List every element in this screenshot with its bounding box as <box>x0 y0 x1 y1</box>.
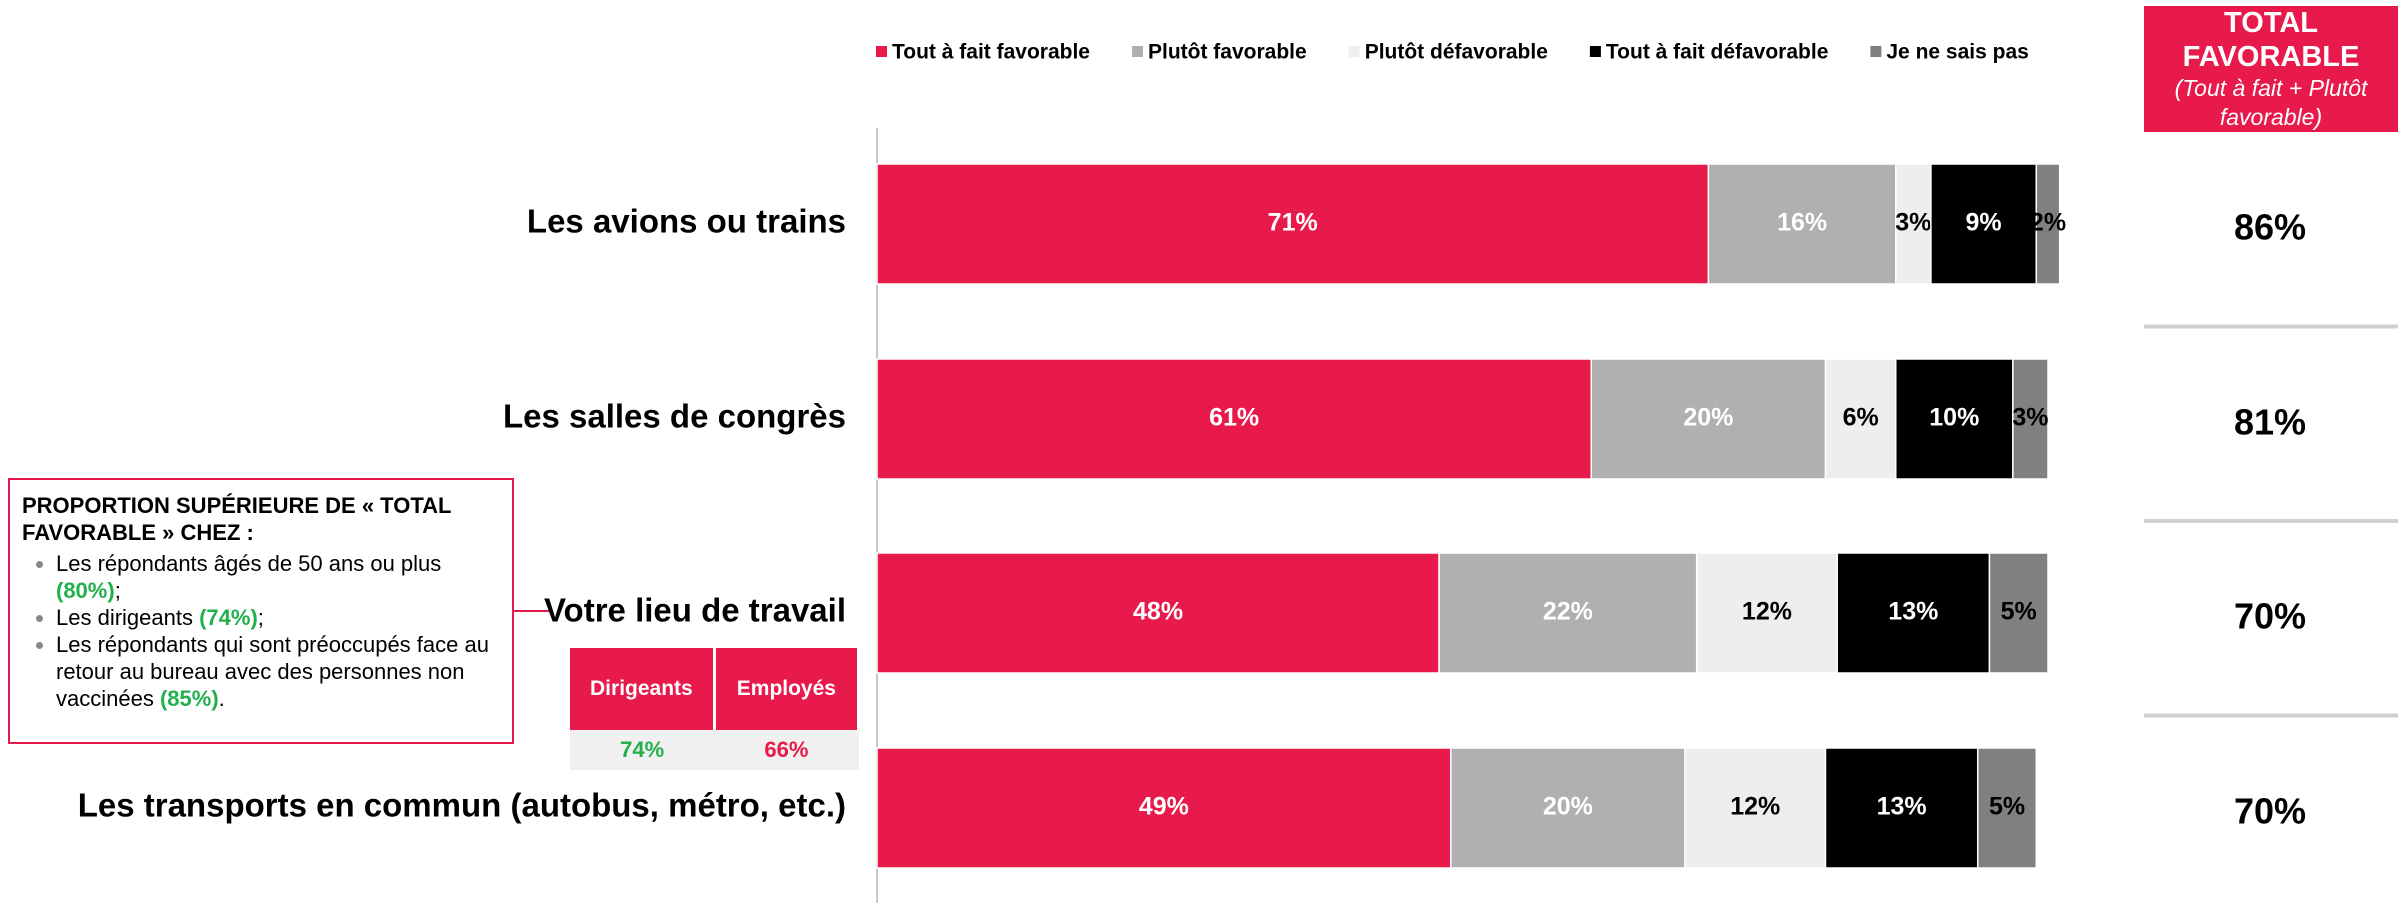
highlight: (74%) <box>199 605 258 630</box>
header: Employés <box>714 648 861 730</box>
total-value: 81% <box>2234 402 2306 443</box>
item-text: ; <box>257 605 264 630</box>
bar-segment <box>1824 358 1897 480</box>
data-label: 12% <box>1742 598 1792 626</box>
cell: 74% <box>570 730 715 770</box>
bar-segment <box>1695 552 1838 674</box>
bar-segment <box>1895 358 2014 480</box>
bar-segment <box>1895 163 1932 285</box>
callout-title: PROPORTION SUPÉRIEURE DE « TOTAL FAVORAB… <box>22 493 452 545</box>
category-label: Les transports en commun (autobus, métro… <box>78 787 846 824</box>
cell: 66% <box>714 730 859 770</box>
legend-label: Plutôt défavorable <box>1365 41 1548 64</box>
bar-segment <box>1824 747 1979 869</box>
bar-segment <box>1976 747 2038 869</box>
legend-label: Je ne sais pas <box>1886 41 2028 64</box>
legend-swatch <box>876 46 887 57</box>
total-header-text: (Tout à fait + Plutôt favorable) <box>2175 75 2369 130</box>
data-label: 48% <box>1133 598 1183 626</box>
data-label: 2% <box>2030 209 2066 237</box>
item-text: Les dirigeants <box>56 605 193 630</box>
bar-segment <box>1930 163 2038 285</box>
data-label: 22% <box>1543 598 1593 626</box>
category-label: Les salles de congrès <box>503 398 846 435</box>
bar-segment <box>1836 552 1991 674</box>
data-label: 13% <box>1877 793 1927 821</box>
bar-segment <box>876 163 1710 285</box>
comparison-table: Dirigeants Employés 74% 66% <box>570 648 861 770</box>
total-value: 86% <box>2234 207 2306 248</box>
total-header <box>2144 6 2398 132</box>
bar-segment <box>1988 552 2049 674</box>
bar-segment <box>876 552 1440 674</box>
data-label: 71% <box>1268 209 1318 237</box>
callout-item: Les dirigeants (74%); <box>56 604 500 631</box>
item-text: ; <box>114 578 121 603</box>
bar-segment <box>1684 747 1827 869</box>
data-label: 9% <box>1966 209 2002 237</box>
callout-item: Les répondants âgés de 50 ans ou plus (8… <box>56 550 500 604</box>
bar-segment <box>2012 358 2049 480</box>
bar-segment <box>2035 163 2061 285</box>
legend-swatch <box>1348 46 1360 57</box>
item-text: . <box>218 686 225 711</box>
data-label: 6% <box>1843 404 1879 432</box>
callout-list: Les répondants âgés de 50 ans ou plus (8… <box>22 550 500 712</box>
data-label: 20% <box>1683 404 1733 432</box>
total-value: 70% <box>2234 596 2306 637</box>
bar-segment <box>876 358 1593 480</box>
bar-segment <box>1590 358 1827 480</box>
data-label: 16% <box>1777 209 1827 237</box>
data-label: 61% <box>1209 404 1259 432</box>
highlight: (85%) <box>159 686 219 711</box>
item-text: Les répondants qui sont préoccupés face … <box>56 632 489 711</box>
category-label: Votre lieu de travail <box>544 592 846 629</box>
total-header-text: TOTAL FAVORABLE <box>2183 7 2360 73</box>
legend-swatch <box>1131 46 1143 57</box>
legend-label: Plutôt favorable <box>1148 41 1307 64</box>
legend-swatch <box>1870 46 1882 57</box>
bar-segment <box>1707 163 1897 285</box>
text-line: FAVORABLE <box>2183 41 2360 73</box>
category-label: Les avions ou trains <box>527 203 846 240</box>
legend-label: Tout à fait favorable <box>892 41 1090 64</box>
data-label: 3% <box>2012 404 2048 432</box>
data-label: 5% <box>2001 598 2037 626</box>
callout-item: Les répondants qui sont préoccupés face … <box>56 631 500 712</box>
legend-swatch <box>1589 46 1601 57</box>
data-label: 13% <box>1888 598 1938 626</box>
legend-label: Tout à fait défavorable <box>1606 41 1828 64</box>
text-line: TOTAL <box>2224 7 2318 39</box>
bar-segment <box>1438 552 1698 674</box>
data-label: 20% <box>1543 793 1593 821</box>
data-label: 3% <box>1895 209 1931 237</box>
total-value: 70% <box>2234 791 2306 832</box>
data-label: 10% <box>1929 404 1979 432</box>
text-line: (Tout à fait + Plutôt <box>2175 75 2369 101</box>
data-label: 5% <box>1989 793 2025 821</box>
text-line: favorable) <box>2220 104 2322 130</box>
bar-segment <box>1450 747 1686 869</box>
data-label: 49% <box>1139 793 1189 821</box>
item-text: Les répondants âgés de 50 ans ou plus <box>56 551 442 576</box>
bar-segment <box>876 747 1452 869</box>
highlight: (80%) <box>56 578 115 603</box>
callout: PROPORTION SUPÉRIEURE DE « TOTAL FAVORAB… <box>8 478 514 744</box>
data-label: 12% <box>1730 793 1780 821</box>
header: Dirigeants <box>570 648 716 730</box>
